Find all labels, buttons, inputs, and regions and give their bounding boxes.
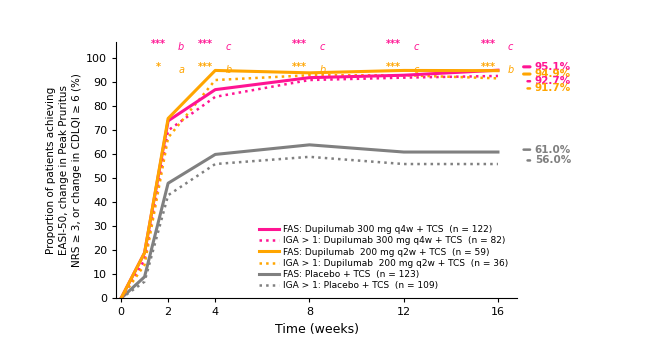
Text: 92.7%: 92.7% xyxy=(535,76,571,86)
Y-axis label: Proportion of patients achieving
EASI-50, change in Peak Pruritus
NRS ≥ 3, or ch: Proportion of patients achieving EASI-50… xyxy=(46,73,82,267)
Text: ***: *** xyxy=(151,39,165,49)
Text: ***: *** xyxy=(198,62,213,73)
Text: ***: *** xyxy=(386,39,401,49)
Text: c: c xyxy=(320,42,325,52)
Text: c: c xyxy=(413,42,419,52)
Text: c: c xyxy=(508,42,514,52)
X-axis label: Time (weeks): Time (weeks) xyxy=(275,323,359,336)
Text: b: b xyxy=(320,65,326,75)
Text: c: c xyxy=(225,42,231,52)
Text: a: a xyxy=(178,65,184,75)
Text: *: * xyxy=(156,62,161,73)
Text: ***: *** xyxy=(481,39,495,49)
Text: ***: *** xyxy=(292,39,307,49)
Text: 95.1%: 95.1% xyxy=(535,62,571,72)
Text: ***: *** xyxy=(292,62,307,73)
Text: 91.7%: 91.7% xyxy=(535,83,571,93)
Text: 61.0%: 61.0% xyxy=(535,145,571,155)
Text: b: b xyxy=(508,65,514,75)
Text: ***: *** xyxy=(481,62,495,73)
Legend: FAS: Dupilumab 300 mg q4w + TCS  (n = 122), IGA > 1: Dupilumab 300 mg q4w + TCS : FAS: Dupilumab 300 mg q4w + TCS (n = 122… xyxy=(255,221,512,294)
Text: b: b xyxy=(225,65,231,75)
Text: 56.0%: 56.0% xyxy=(535,155,571,166)
Text: ***: *** xyxy=(198,39,213,49)
Text: c: c xyxy=(413,65,419,75)
Text: b: b xyxy=(178,42,184,52)
Text: 94.9%: 94.9% xyxy=(535,69,571,79)
Text: ***: *** xyxy=(386,62,401,73)
